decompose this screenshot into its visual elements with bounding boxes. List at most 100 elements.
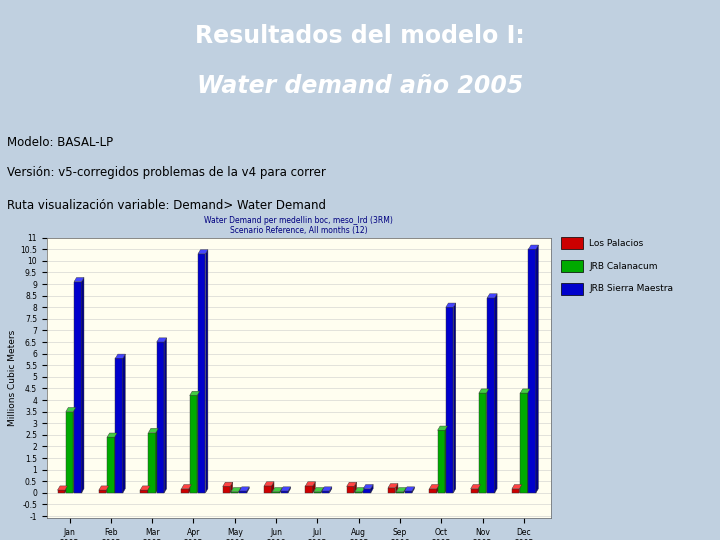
- Polygon shape: [157, 338, 166, 342]
- Polygon shape: [115, 354, 125, 358]
- Polygon shape: [65, 486, 68, 493]
- Polygon shape: [371, 484, 373, 493]
- Polygon shape: [148, 428, 158, 433]
- Polygon shape: [198, 249, 208, 254]
- Polygon shape: [189, 484, 192, 493]
- Polygon shape: [313, 482, 315, 493]
- Polygon shape: [412, 487, 415, 493]
- Polygon shape: [405, 491, 412, 493]
- Polygon shape: [438, 430, 445, 493]
- Polygon shape: [231, 492, 238, 493]
- Polygon shape: [99, 490, 107, 493]
- Polygon shape: [140, 486, 150, 490]
- Polygon shape: [190, 391, 199, 395]
- Polygon shape: [495, 294, 497, 493]
- Polygon shape: [74, 278, 84, 282]
- Polygon shape: [264, 486, 271, 493]
- Polygon shape: [322, 491, 329, 493]
- Polygon shape: [429, 484, 439, 489]
- Polygon shape: [471, 489, 478, 493]
- Polygon shape: [364, 484, 373, 489]
- Polygon shape: [190, 395, 197, 493]
- Polygon shape: [271, 482, 274, 493]
- Polygon shape: [58, 490, 65, 493]
- Polygon shape: [107, 486, 109, 493]
- Polygon shape: [454, 303, 456, 493]
- Polygon shape: [329, 487, 332, 493]
- Polygon shape: [198, 254, 205, 493]
- Polygon shape: [478, 484, 480, 493]
- Polygon shape: [58, 486, 68, 490]
- Polygon shape: [479, 389, 489, 393]
- Polygon shape: [364, 489, 371, 493]
- Polygon shape: [487, 294, 497, 298]
- Polygon shape: [487, 298, 495, 493]
- Polygon shape: [239, 491, 247, 493]
- Polygon shape: [521, 389, 530, 393]
- Polygon shape: [388, 484, 398, 488]
- Polygon shape: [288, 487, 291, 493]
- Text: Versión: v5-corregidos problemas de la v4 para correr: Versión: v5-corregidos problemas de la v…: [7, 166, 326, 179]
- Text: Resultados del modelo I:: Resultados del modelo I:: [195, 24, 525, 48]
- Polygon shape: [355, 488, 365, 492]
- Polygon shape: [74, 282, 81, 493]
- Text: Ruta visualización variable: Demand> Water Demand: Ruta visualización variable: Demand> Wat…: [7, 199, 326, 212]
- Polygon shape: [445, 426, 448, 493]
- Polygon shape: [238, 488, 241, 493]
- Polygon shape: [281, 487, 291, 491]
- Polygon shape: [438, 426, 448, 430]
- Polygon shape: [528, 389, 530, 493]
- Polygon shape: [314, 488, 323, 492]
- Polygon shape: [66, 408, 76, 411]
- Polygon shape: [429, 489, 437, 493]
- Polygon shape: [264, 482, 274, 486]
- Polygon shape: [396, 488, 406, 492]
- Text: JRB Calanacum: JRB Calanacum: [589, 261, 658, 271]
- Polygon shape: [396, 492, 404, 493]
- Polygon shape: [347, 487, 354, 493]
- Polygon shape: [354, 482, 356, 493]
- Polygon shape: [222, 482, 233, 487]
- Polygon shape: [81, 278, 84, 493]
- Polygon shape: [305, 482, 315, 486]
- Text: Modelo: BASAL-LP: Modelo: BASAL-LP: [7, 136, 113, 149]
- Polygon shape: [521, 393, 528, 493]
- Polygon shape: [272, 492, 280, 493]
- Polygon shape: [239, 487, 249, 491]
- Polygon shape: [486, 389, 489, 493]
- Polygon shape: [148, 486, 150, 493]
- Polygon shape: [512, 489, 519, 493]
- Polygon shape: [404, 488, 406, 493]
- Polygon shape: [222, 487, 230, 493]
- Bar: [561, 238, 583, 249]
- Bar: [561, 260, 583, 272]
- Polygon shape: [156, 428, 158, 493]
- Polygon shape: [66, 411, 73, 493]
- Polygon shape: [528, 245, 539, 249]
- Polygon shape: [471, 484, 480, 489]
- Polygon shape: [321, 488, 323, 493]
- Polygon shape: [388, 488, 395, 493]
- Polygon shape: [405, 487, 415, 491]
- Polygon shape: [314, 492, 321, 493]
- Polygon shape: [437, 484, 439, 493]
- Polygon shape: [157, 342, 164, 493]
- Polygon shape: [280, 488, 282, 493]
- Polygon shape: [519, 484, 522, 493]
- Text: JRB Sierra Maestra: JRB Sierra Maestra: [589, 284, 673, 293]
- Text: Los Palacios: Los Palacios: [589, 239, 644, 248]
- Polygon shape: [355, 492, 362, 493]
- Polygon shape: [164, 338, 166, 493]
- Polygon shape: [114, 433, 117, 493]
- Polygon shape: [181, 489, 189, 493]
- Polygon shape: [446, 303, 456, 307]
- Polygon shape: [107, 433, 117, 437]
- Polygon shape: [148, 433, 156, 493]
- Polygon shape: [272, 488, 282, 492]
- Polygon shape: [247, 487, 249, 493]
- Polygon shape: [395, 484, 398, 493]
- Polygon shape: [123, 354, 125, 493]
- Polygon shape: [528, 249, 536, 493]
- Polygon shape: [230, 482, 233, 493]
- Y-axis label: Millions Cubic Meters: Millions Cubic Meters: [9, 330, 17, 426]
